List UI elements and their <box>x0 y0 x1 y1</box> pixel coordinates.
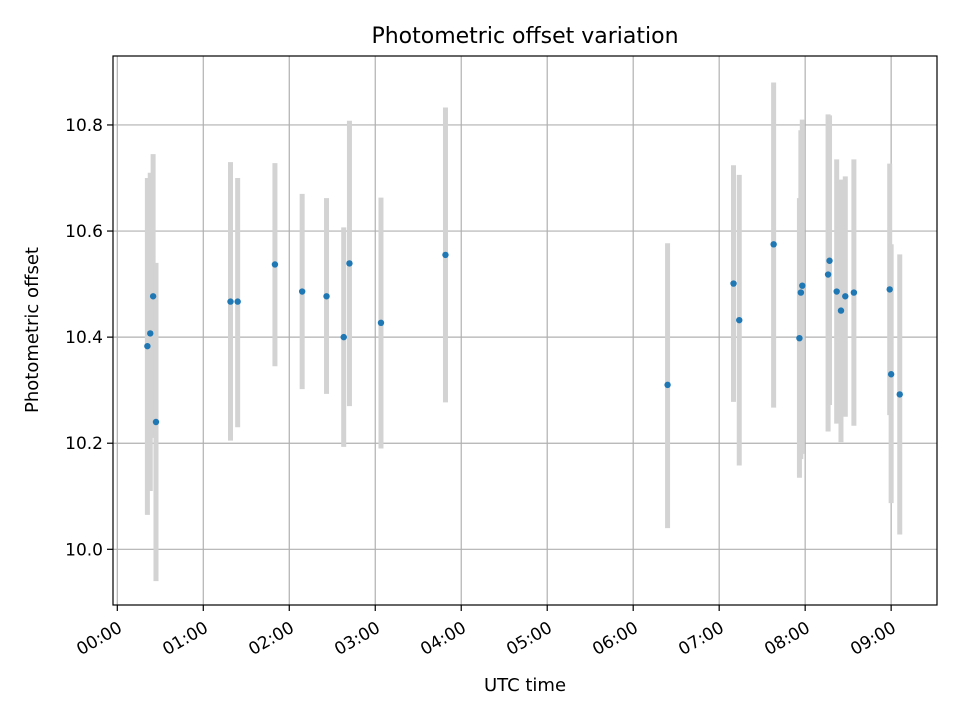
data-point <box>144 342 151 350</box>
data-point <box>377 319 385 327</box>
data-point <box>887 371 895 378</box>
data-point <box>824 271 832 278</box>
data-point <box>826 257 833 264</box>
y-tick-label: 10.6 <box>65 222 103 242</box>
y-axis-ticks: 10.0 10.2 10.4 10.6 10.8 <box>65 116 113 560</box>
data-point <box>346 260 353 267</box>
data-point <box>736 316 743 324</box>
x-axis-label: UTC time <box>484 675 566 696</box>
data-point <box>886 286 893 293</box>
y-tick-label: 10.4 <box>65 328 103 348</box>
data-point <box>664 381 671 389</box>
data-point <box>850 289 858 296</box>
y-tick-label: 10.0 <box>65 540 103 560</box>
plot-frame <box>112 55 938 606</box>
data-point <box>149 293 157 300</box>
data-points <box>144 241 903 426</box>
y-axis-label: Photometric offset <box>22 247 43 413</box>
data-point <box>340 333 347 341</box>
data-point <box>833 288 840 295</box>
data-point <box>842 293 849 300</box>
chart-title: Photometric offset variation <box>371 24 678 49</box>
data-point <box>730 280 737 287</box>
data-point <box>442 251 449 259</box>
data-point <box>298 288 306 295</box>
data-point <box>323 293 330 300</box>
data-point <box>799 282 806 289</box>
data-point <box>797 289 805 296</box>
data-point <box>796 334 803 342</box>
data-point <box>227 298 234 305</box>
y-tick-label: 10.8 <box>65 116 103 136</box>
data-point <box>152 418 160 426</box>
data-point <box>770 241 777 248</box>
data-point <box>271 261 279 268</box>
data-point <box>234 298 241 305</box>
data-point <box>896 391 903 398</box>
data-point <box>837 307 845 314</box>
data-point <box>147 330 154 337</box>
y-tick-label: 10.2 <box>65 434 103 454</box>
